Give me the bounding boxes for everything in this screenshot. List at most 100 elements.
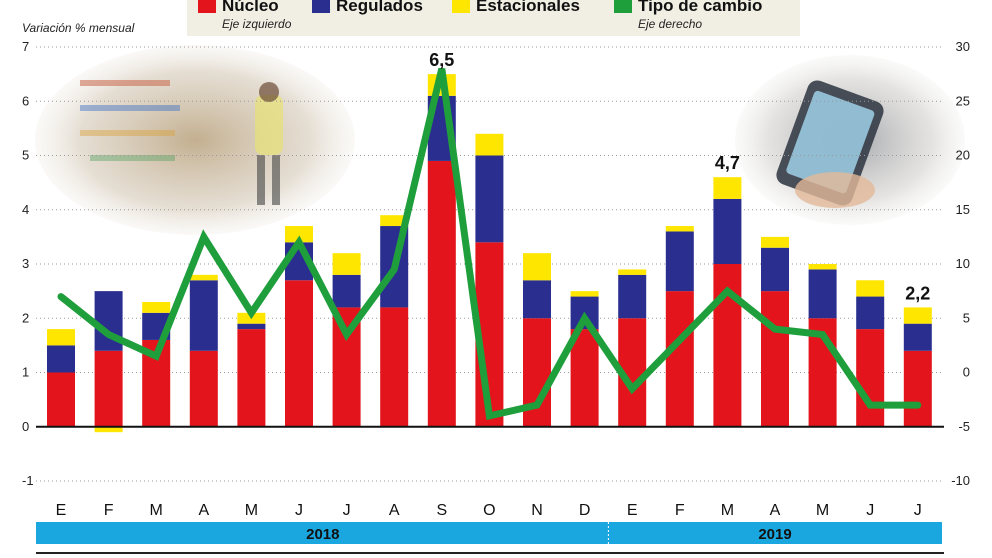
right-axis-ticks: -10 -5 0 5 10 15 20 25 30 [951, 39, 970, 488]
y2-tick-label: 5 [963, 310, 970, 325]
x-tick-label: J [914, 502, 922, 519]
bar-segment-estacionales [618, 269, 647, 275]
bar-segment-n-cleo [761, 291, 789, 427]
left-axis-ticks: -1 0 1 2 3 4 5 6 7 [22, 39, 34, 488]
y2-tick-label: 20 [956, 148, 970, 163]
legend-label-tipo-de-cambio: Tipo de cambio [638, 0, 762, 15]
bar-segment-regulados [903, 323, 932, 351]
legend-swatch-regulados [312, 0, 330, 13]
bar-segment-estacionales [47, 329, 75, 346]
x-tick-label: M [150, 502, 163, 519]
year-band: 2018 2019 [36, 522, 944, 554]
bar-segment-regulados [665, 231, 694, 292]
value-callout: 6,5 [429, 50, 454, 70]
bar-segment-n-cleo [903, 350, 932, 427]
bar-segment-estacionales [142, 301, 171, 313]
year-label: 2018 [306, 526, 339, 543]
bar-segment-n-cleo [94, 350, 123, 427]
bar-segment-estacionales [332, 253, 361, 275]
value-callout: 2,2 [905, 283, 930, 303]
bar-segment-regulados [618, 274, 647, 319]
y2-tick-label: 10 [956, 256, 970, 271]
bar-segment-estacionales [189, 274, 218, 281]
bar-segment-regulados [332, 274, 361, 308]
x-tick-label: J [866, 502, 874, 519]
x-tick-label: F [675, 502, 685, 519]
y-tick-label: 0 [22, 419, 29, 434]
x-tick-label: A [198, 502, 209, 519]
y-tick-label: 4 [22, 202, 29, 217]
bar-segment-n-cleo [47, 372, 75, 427]
x-tick-label: F [104, 502, 114, 519]
bar-segment-n-cleo [856, 329, 885, 427]
bar-segment-regulados [523, 280, 551, 319]
bar-segment-n-cleo [570, 329, 599, 427]
y-axis-title: Variación % mensual [22, 21, 135, 35]
y2-tick-label: 25 [956, 93, 970, 108]
exchange-rate-line [57, 67, 922, 421]
bar-segment-n-cleo [380, 307, 409, 427]
legend-swatch-tipo-de-cambio [614, 0, 632, 13]
y-tick-label: 5 [22, 148, 29, 163]
bar-segment-n-cleo [237, 329, 266, 427]
bar-segment-estacionales [570, 291, 599, 297]
bar-segment-estacionales [713, 177, 742, 199]
bar-segment-regulados [47, 345, 75, 373]
bar-segment-estacionales [761, 236, 789, 248]
x-tick-label: M [245, 502, 258, 519]
x-tick-label: S [436, 502, 447, 519]
bar-segment-estacionales [380, 215, 409, 227]
y-tick-label: 2 [22, 310, 29, 325]
year-band-background [36, 522, 942, 544]
y2-tick-label: -5 [958, 419, 970, 434]
y-tick-label: 7 [22, 39, 29, 54]
bar-segment-estacionales [94, 426, 123, 433]
y2-tick-label: -10 [951, 473, 970, 488]
bar-segment-estacionales [475, 133, 504, 156]
bar-segment-n-cleo [427, 160, 456, 427]
bar-segment-estacionales [523, 253, 551, 281]
x-tick-label: A [770, 502, 781, 519]
supermarket-photo [35, 45, 355, 235]
bar-segment-estacionales [856, 280, 885, 297]
value-callout: 4,7 [715, 153, 740, 173]
bar-segment-estacionales [808, 264, 837, 270]
x-tick-label: E [56, 502, 67, 519]
y-tick-label: -1 [22, 473, 34, 488]
y2-tick-label: 0 [963, 365, 970, 380]
x-tick-label: J [343, 502, 351, 519]
x-tick-label: E [627, 502, 638, 519]
y2-tick-label: 15 [956, 202, 970, 217]
legend-label-estacionales: Estacionales [476, 0, 580, 15]
bar-segment-estacionales [665, 226, 694, 232]
bar-segment-estacionales [285, 226, 313, 243]
y-tick-label: 1 [22, 365, 29, 380]
x-tick-label: M [816, 502, 829, 519]
bar-segment-regulados [713, 198, 742, 264]
y2-tick-label: 30 [956, 39, 970, 54]
legend-swatch-nucleo [198, 0, 216, 13]
legend-label-nucleo: Núcleo [222, 0, 279, 15]
legend: Núcleo Regulados Estacionales Tipo de ca… [187, 0, 800, 36]
value-callouts: 6,5 4,7 2,2 [429, 50, 930, 303]
gridlines [36, 46, 944, 482]
bar-segment-regulados [189, 280, 218, 351]
x-tick-label: M [721, 502, 734, 519]
bar-segment-n-cleo [189, 350, 218, 427]
bar-segment-regulados [475, 155, 504, 243]
bar-segment-regulados [808, 269, 837, 319]
legend-label-regulados: Regulados [336, 0, 423, 15]
x-tick-label: J [295, 502, 303, 519]
legend-swatch-estacionales [452, 0, 470, 13]
bar-segment-regulados [237, 323, 266, 330]
x-tick-label: N [531, 502, 543, 519]
bar-segment-regulados [856, 296, 885, 330]
left-axis-note: Eje izquierdo [222, 17, 292, 31]
y-tick-label: 3 [22, 256, 29, 271]
bar-segment-estacionales [903, 307, 932, 324]
x-tick-label: A [389, 502, 400, 519]
y-tick-label: 6 [22, 93, 29, 108]
